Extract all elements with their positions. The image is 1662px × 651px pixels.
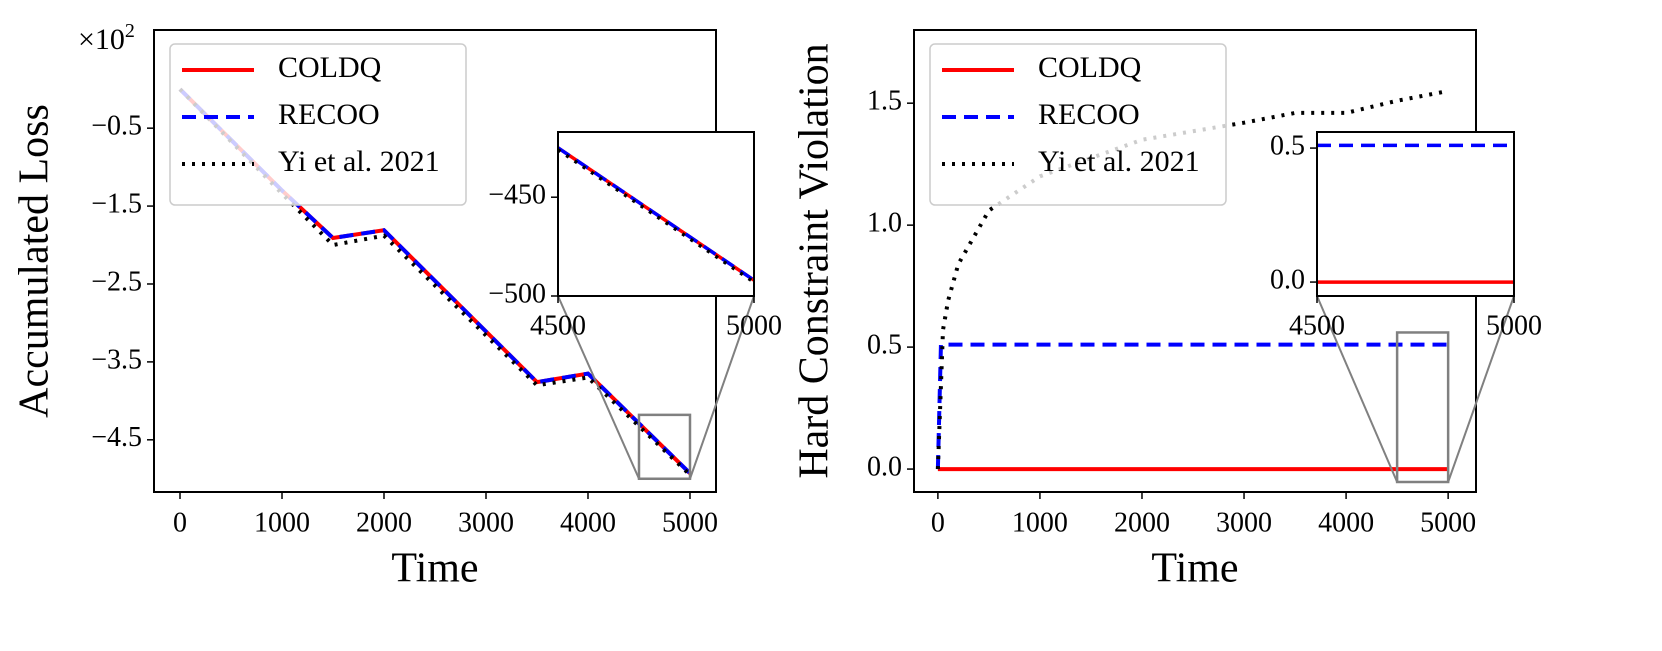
connector: [557, 295, 640, 480]
legend-label: COLDQ: [1038, 51, 1142, 84]
inset-y-tick-label: 0.0: [1270, 264, 1305, 295]
x-tick-label: 0: [173, 507, 187, 538]
legend-label: RECOO: [278, 98, 380, 131]
connector: [1316, 295, 1399, 483]
inset-x-tick-label: 5000: [1486, 310, 1542, 341]
legend-label: RECOO: [1038, 98, 1140, 131]
connector: [1447, 295, 1515, 483]
legend-label: COLDQ: [278, 51, 382, 84]
x-tick-label: 1000: [254, 507, 310, 538]
y-axis-label: Hard Constraint Violation: [792, 43, 838, 478]
y-tick-label: −0.5: [91, 111, 142, 142]
series-line: [558, 146, 754, 282]
y-tick-label: −2.5: [91, 266, 142, 297]
legend-label: Yi et al. 2021: [278, 145, 440, 178]
x-tick-label: 1000: [1012, 507, 1068, 538]
multiplier-base: ×10: [78, 23, 125, 56]
inset-x-tick-label: 5000: [726, 310, 782, 341]
y-tick-label: −1.5: [91, 188, 142, 219]
series-line: [935, 342, 1449, 470]
x-tick-label: 5000: [662, 507, 718, 538]
connector: [689, 295, 755, 480]
plot-lines: [935, 89, 1449, 472]
x-tick-label: 5000: [1420, 507, 1476, 538]
y-tick-label: −4.5: [91, 422, 142, 453]
inset-x-tick-label: 4500: [1289, 310, 1345, 341]
inset-frame: [557, 131, 755, 297]
inset-y-tick-label: 0.5: [1270, 131, 1305, 162]
inset-lines: [558, 146, 754, 284]
x-tick-label: 3000: [1216, 507, 1272, 538]
zoom-box: [1395, 331, 1450, 484]
inset-lines: [1317, 143, 1514, 284]
legend: COLDQ RECOO Yi et al. 2021: [169, 43, 467, 206]
legend-label: Yi et al. 2021: [1038, 145, 1200, 178]
inset-y-tick-label: −450: [488, 180, 546, 211]
series-line: [178, 87, 692, 477]
y-tick-label: −3.5: [91, 344, 142, 375]
inset-x-tick-label: 4500: [530, 310, 586, 341]
x-axis-label: Time: [1151, 546, 1238, 592]
legend: COLDQ RECOO Yi et al. 2021: [929, 43, 1227, 206]
x-tick-label: 4000: [560, 507, 616, 538]
y-tick-label: 1.5: [867, 86, 902, 117]
x-tick-label: 0: [931, 507, 945, 538]
y-multiplier: ×102: [78, 20, 135, 56]
x-tick-label: 2000: [356, 507, 412, 538]
x-tick-label: 3000: [458, 507, 514, 538]
x-tick-label: 2000: [1114, 507, 1170, 538]
inset-frame: [1316, 131, 1515, 297]
multiplier-exponent: 2: [125, 20, 135, 42]
x-tick-label: 4000: [1318, 507, 1374, 538]
y-tick-label: 0.0: [867, 451, 902, 482]
inset-y-tick-label: −500: [488, 278, 546, 309]
inset-background: [1317, 132, 1514, 296]
x-axis-label: Time: [391, 546, 478, 592]
y-tick-label: 1.0: [867, 208, 902, 239]
y-axis-label: Accumulated Loss: [12, 104, 58, 418]
zoom-box: [637, 413, 692, 481]
y-tick-label: 0.5: [867, 330, 902, 361]
